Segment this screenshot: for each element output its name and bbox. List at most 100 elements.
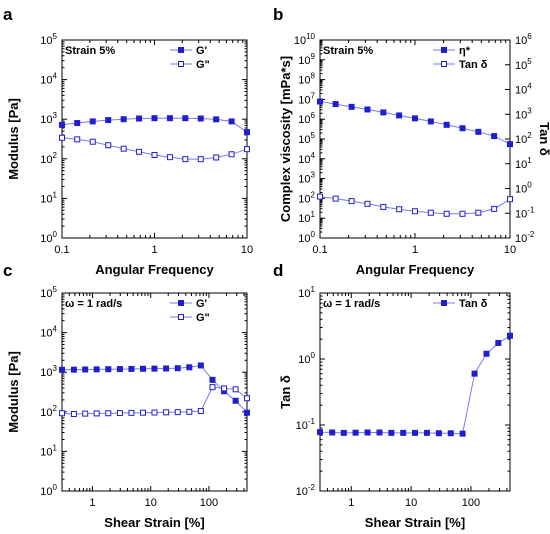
data-point (507, 141, 513, 148)
data-point (364, 429, 371, 436)
x-tick-label: 1 (348, 497, 354, 509)
y-tick-label-base: 10 (294, 35, 306, 47)
y-tick-label: 105 (40, 285, 57, 300)
legend-label: G" (196, 312, 210, 324)
y2-tick-label: 103 (515, 106, 532, 121)
data-point (232, 386, 239, 393)
data-point (105, 142, 112, 149)
data-point (388, 429, 395, 436)
y-tick-label-base: 10 (296, 486, 308, 498)
y-tick-label: 102 (40, 404, 57, 419)
y2-tick-label-exp: -2 (527, 230, 535, 239)
legend-label: η* (459, 45, 471, 57)
series-1 (317, 193, 513, 217)
data-point (89, 118, 96, 125)
y-tick-label: 100 (40, 230, 57, 245)
x-tick-label: 10 (145, 497, 157, 509)
y-tick-label-base: 10 (298, 75, 310, 87)
data-point (423, 429, 430, 436)
data-point (166, 115, 173, 122)
y-tick-label-exp: 3 (311, 171, 316, 180)
y-axis-title: Modulus [Pa] (6, 351, 21, 433)
x-axis-title: Shear Strain [%] (365, 515, 465, 530)
y-axis-title: Tan δ (278, 375, 293, 409)
panel-label-b: b (273, 5, 283, 24)
data-point (151, 151, 158, 158)
y-tick-label: 104 (298, 151, 315, 166)
annotation: Strain 5% (65, 45, 115, 57)
x-axis-title: Angular Frequency (95, 262, 214, 277)
data-point (120, 116, 127, 123)
y-tick-label-exp: 4 (53, 72, 58, 81)
data-point (348, 198, 355, 205)
legend-label: Tan δ (459, 59, 488, 71)
y-tick-label-exp: 3 (53, 364, 58, 373)
data-point (332, 195, 339, 202)
legend-entry: G" (170, 59, 210, 71)
data-point (380, 109, 387, 116)
data-point (443, 121, 450, 128)
y-tick-label: 101 (40, 443, 57, 458)
y2-tick-label-exp: -1 (527, 205, 535, 214)
data-point (376, 429, 383, 436)
y-tick-label-base: 10 (298, 94, 310, 106)
y-tick-label-exp: 2 (53, 151, 58, 160)
y-tick-label: 1010 (294, 32, 316, 47)
data-point (197, 362, 204, 369)
y-tick-label-base: 10 (298, 55, 310, 67)
legend-entry: Tan δ (433, 59, 488, 71)
y2-tick-label-exp: 2 (527, 131, 532, 140)
x-axis-title: Angular Frequency (356, 262, 475, 277)
y-tick-label-base: 10 (298, 154, 310, 166)
x-tick-label: 1 (412, 244, 418, 256)
y-tick-label-base: 10 (40, 193, 52, 205)
series-line (319, 335, 511, 435)
data-point (396, 112, 403, 119)
data-point (105, 366, 112, 373)
data-point (163, 365, 170, 372)
data-point (116, 410, 123, 417)
y-tick-label: 100 (40, 483, 57, 498)
legend-marker (441, 47, 447, 53)
data-point (186, 364, 193, 371)
data-point (59, 410, 65, 417)
data-point (443, 210, 450, 217)
data-point (136, 148, 143, 155)
y2-tick-label-base: 10 (515, 35, 527, 47)
data-point (166, 154, 173, 161)
y-tick-label-exp: 9 (311, 52, 316, 61)
data-point (244, 395, 250, 402)
panel-label-d: d (273, 261, 283, 280)
y-tick-label: 101 (40, 190, 57, 205)
legend-label: G' (196, 45, 208, 57)
data-point (182, 115, 189, 122)
y-tick-label-base: 10 (40, 75, 52, 87)
panel-b: b0.1 1 10100101102103104105106107108109101… (273, 5, 550, 277)
data-point (232, 397, 239, 404)
y-tick-label-exp: 1 (311, 285, 316, 294)
y-tick-label-exp: 4 (311, 151, 316, 160)
data-point (186, 408, 193, 415)
y-tick-label-exp: 7 (311, 91, 316, 100)
data-point (317, 429, 323, 436)
y-tick-label: 108 (298, 72, 315, 87)
data-point (244, 129, 250, 136)
data-point (105, 117, 112, 124)
y-tick-label-exp: 1 (311, 210, 316, 219)
data-point (427, 209, 434, 216)
y2-tick-label: 104 (515, 82, 532, 97)
y-tick-label-base: 10 (298, 174, 310, 186)
data-point (197, 115, 204, 122)
panel-label-a: a (3, 5, 13, 24)
data-point (140, 409, 147, 416)
annotation: ω = 1 rad/s (65, 298, 122, 310)
y-axis-title: Complex viscosity [mPa*s] (278, 56, 293, 222)
y-tick-label-exp: 5 (53, 32, 58, 41)
y-tick-label-base: 10 (298, 193, 310, 205)
data-point (120, 145, 127, 152)
data-point (174, 409, 181, 416)
data-point (352, 429, 359, 436)
y2-tick-label-base: 10 (515, 208, 527, 220)
